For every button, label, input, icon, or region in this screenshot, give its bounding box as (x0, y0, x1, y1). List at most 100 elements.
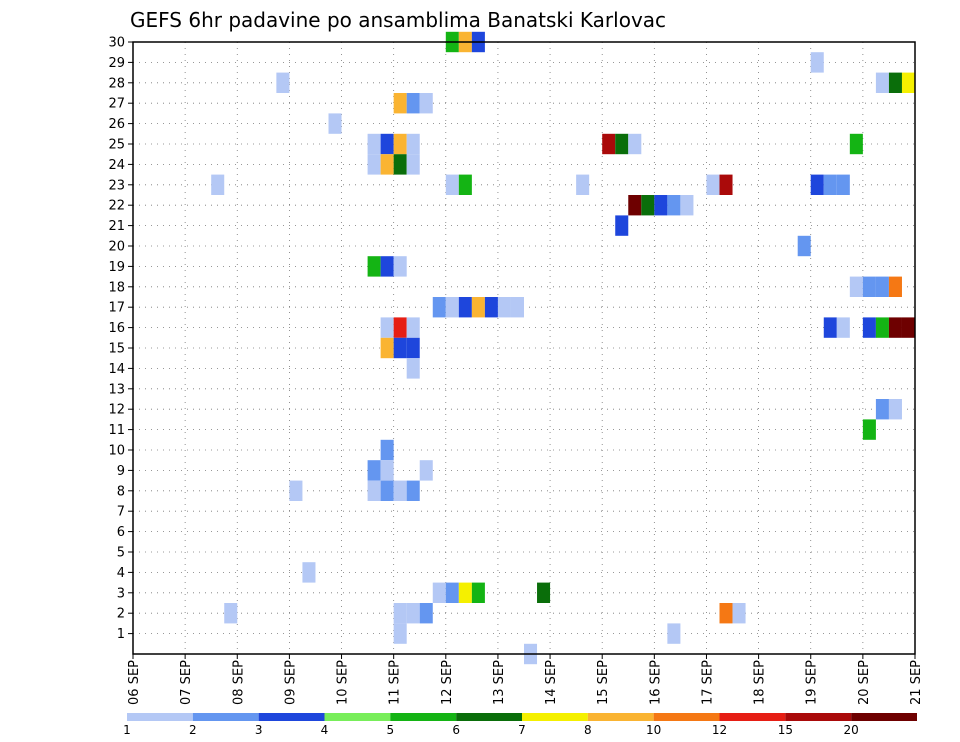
cell (875, 317, 889, 338)
x-tick-label: 15 SEP (596, 660, 611, 705)
legend-label: 12 (712, 723, 727, 737)
cell (875, 72, 889, 93)
cell (641, 195, 655, 216)
cell (667, 195, 681, 216)
cell (393, 133, 407, 155)
cell (823, 317, 837, 338)
cell (732, 603, 746, 624)
cell (367, 460, 381, 481)
cell (276, 72, 290, 93)
y-tick-label: 7 (117, 505, 125, 520)
cell (849, 276, 863, 297)
cell (445, 297, 459, 318)
x-tick-label: 11 SEP (388, 660, 403, 705)
legend-swatch (324, 713, 391, 721)
cell (289, 480, 303, 501)
legend: 1 2 3 4 5 6 7 8 10 12 15 20 (123, 713, 917, 737)
legend-swatch (522, 713, 588, 721)
cell (458, 582, 472, 603)
cell (849, 133, 863, 155)
legend-swatch (456, 713, 522, 721)
cell (901, 317, 915, 338)
y-tick-label: 27 (108, 97, 125, 112)
y-tick-label: 30 (108, 36, 125, 51)
y-axis: 1234567891011121314151617181920212223242… (108, 36, 133, 642)
cell (862, 419, 876, 440)
x-tick-label: 17 SEP (700, 660, 715, 705)
cell (862, 317, 876, 338)
y-tick-label: 9 (117, 464, 125, 479)
chart-title: GEFS 6hr padavine po ansamblima Banatski… (130, 8, 666, 32)
legend-label: 8 (584, 723, 592, 737)
cell (810, 52, 824, 73)
cell (888, 399, 902, 420)
cell (888, 317, 902, 338)
cell (380, 256, 394, 277)
cell (875, 276, 889, 297)
x-tick-label: 09 SEP (283, 660, 298, 705)
x-tick-label: 18 SEP (753, 660, 768, 705)
x-axis: 06 SEP 07 SEP 08 SEP 09 SEP 10 SEP 11 SEP 12 S… (127, 654, 924, 705)
cell (393, 154, 407, 175)
cell (393, 603, 407, 624)
y-tick-label: 13 (108, 382, 125, 397)
legend-label: 7 (518, 723, 526, 737)
cell (380, 133, 394, 155)
x-tick-label: 06 SEP (127, 660, 142, 705)
cell (901, 72, 915, 93)
cell (406, 317, 420, 338)
legend-swatch (390, 713, 457, 721)
y-tick-label: 8 (117, 484, 125, 499)
y-tick-label: 6 (117, 525, 125, 540)
y-tick-label: 1 (117, 627, 125, 642)
cells-layer (211, 31, 915, 665)
cell (628, 133, 642, 155)
legend-label: 1 (123, 723, 131, 737)
cell (380, 317, 394, 338)
cell (445, 174, 459, 195)
y-tick-label: 11 (108, 423, 125, 438)
cell (406, 154, 420, 175)
legend-label: 4 (321, 723, 329, 737)
legend-swatch (127, 713, 193, 721)
cell (471, 582, 485, 603)
cell (432, 582, 446, 603)
cell (654, 195, 668, 216)
cell (380, 439, 394, 461)
cell (836, 317, 850, 338)
cell (823, 174, 837, 195)
y-tick-label: 19 (108, 260, 125, 275)
cell (680, 195, 694, 216)
cell (706, 174, 720, 195)
legend-swatch (587, 713, 654, 721)
cell (875, 399, 889, 420)
y-tick-label: 24 (108, 158, 125, 173)
cell (458, 174, 472, 195)
cell (380, 337, 394, 359)
cell (615, 133, 629, 155)
legend-swatch (851, 713, 917, 721)
cell (406, 133, 420, 155)
cell (302, 562, 316, 583)
cell (406, 337, 420, 359)
x-tick-label: 16 SEP (648, 660, 663, 705)
y-tick-label: 3 (117, 586, 125, 601)
legend-label: 5 (387, 723, 395, 737)
legend-label: 10 (646, 723, 661, 737)
cell (393, 93, 407, 114)
legend-label: 20 (844, 723, 859, 737)
cell (615, 215, 629, 236)
y-tick-label: 20 (108, 240, 125, 255)
cell (393, 256, 407, 277)
y-tick-label: 16 (108, 321, 125, 336)
y-tick-label: 15 (108, 342, 125, 357)
x-tick-label: 19 SEP (805, 660, 820, 705)
cell (419, 93, 433, 114)
legend-label: 15 (778, 723, 793, 737)
cell (328, 113, 342, 134)
y-tick-label: 2 (117, 607, 125, 622)
cell (628, 195, 642, 216)
y-tick-label: 25 (108, 138, 125, 153)
cell (393, 337, 407, 359)
cell (432, 297, 446, 318)
